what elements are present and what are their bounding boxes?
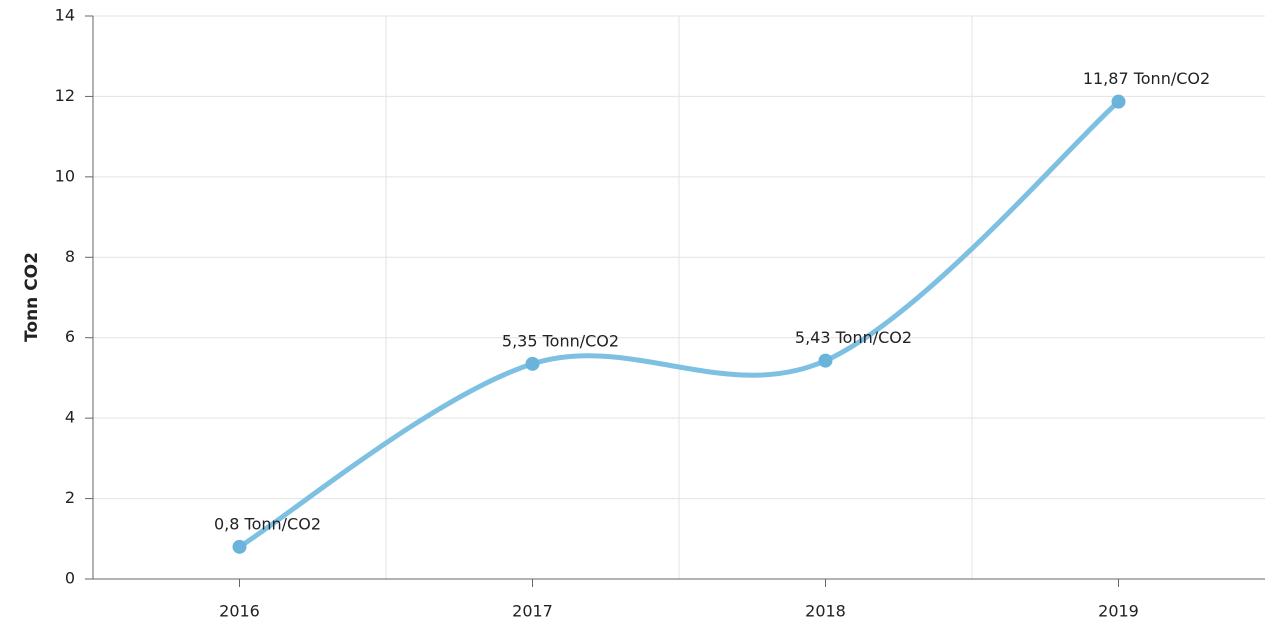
x-tick-label: 2019	[1098, 602, 1139, 621]
data-label: 11,87 Tonn/CO2	[1083, 69, 1210, 88]
point	[232, 539, 247, 554]
y-tick-label: 4	[65, 408, 75, 427]
x-tick-label: 2017	[512, 602, 553, 621]
x-tick-label: 2018	[805, 602, 846, 621]
point	[818, 353, 833, 368]
y-tick-label: 10	[55, 166, 75, 185]
y-tick-label: 2	[65, 488, 75, 507]
y-tick-label: 12	[55, 86, 75, 105]
line	[237, 99, 1121, 550]
point	[525, 356, 540, 371]
y-tick-label: 14	[55, 6, 75, 25]
y-axis-label: Tonn CO2	[22, 252, 42, 342]
y-tick-label: 6	[65, 327, 75, 346]
data-label: 5,43 Tonn/CO2	[795, 328, 912, 347]
x-tick-label: 2016	[219, 602, 260, 621]
data-label: 0,8 Tonn/CO2	[214, 514, 321, 533]
y-tick-label: 0	[65, 569, 75, 588]
y-tick-label: 8	[65, 247, 75, 266]
data-label: 5,35 Tonn/CO2	[502, 331, 619, 350]
point	[1111, 94, 1126, 109]
